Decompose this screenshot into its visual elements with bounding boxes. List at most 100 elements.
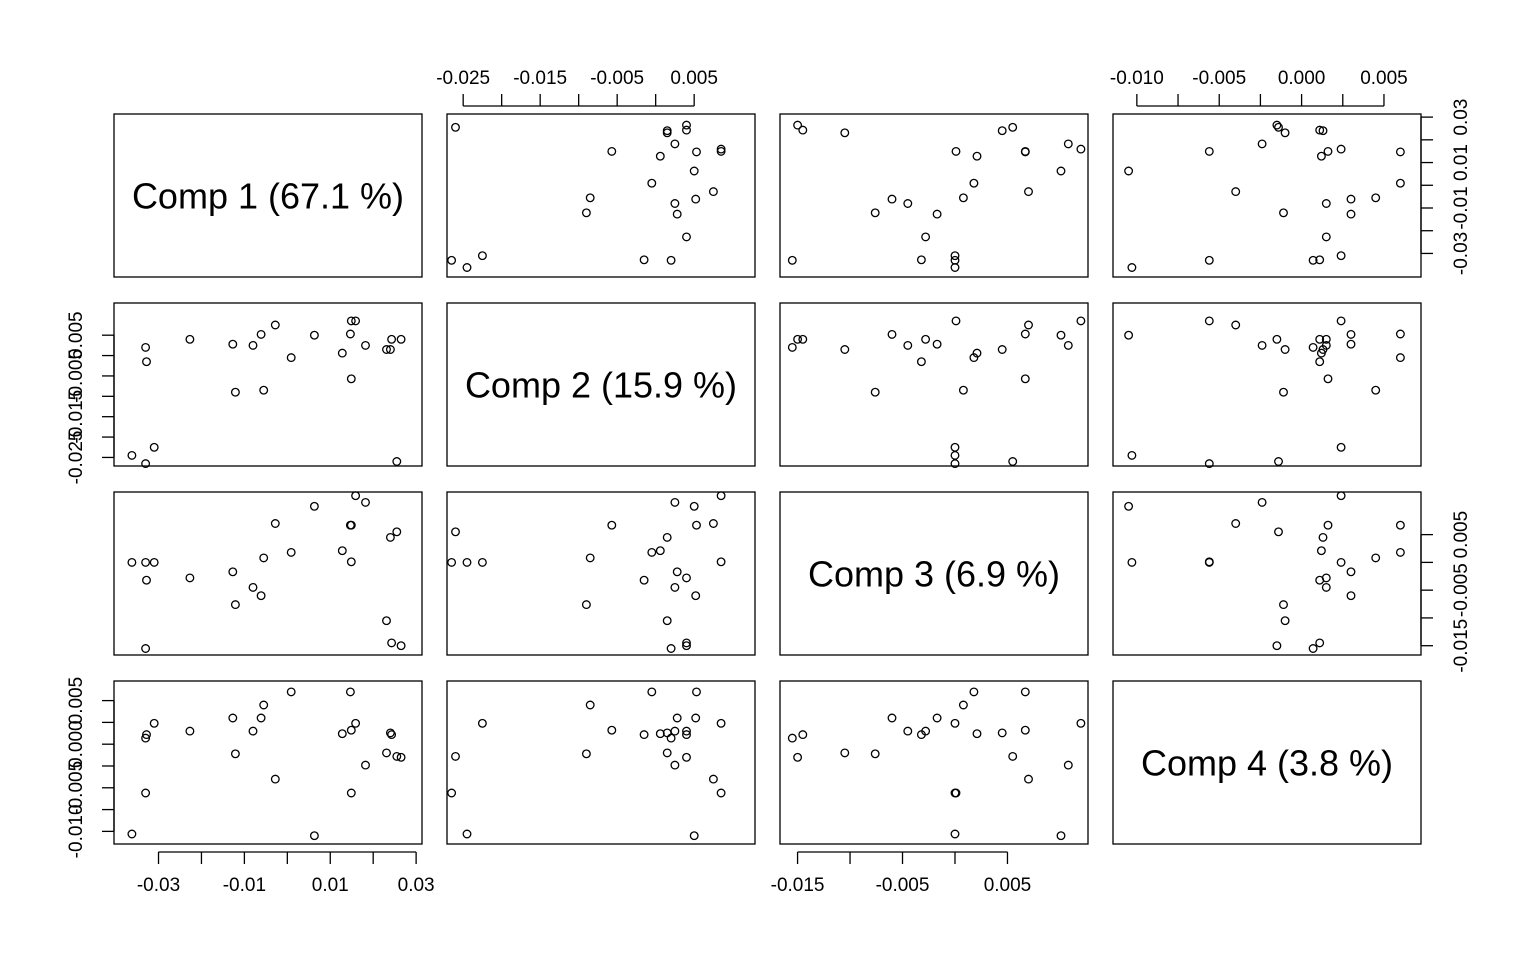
data-point	[1395, 353, 1405, 363]
data-point	[662, 126, 672, 136]
tick-label: -0.01	[1451, 186, 1472, 229]
data-point	[585, 193, 595, 203]
data-point	[708, 187, 718, 197]
data-point	[387, 334, 397, 344]
data-point	[672, 567, 682, 577]
panel-frame	[1112, 113, 1422, 278]
y-axis-right-1: -0.03 -0.01 0.01 0.03	[1420, 99, 1472, 275]
data-point	[1395, 178, 1405, 188]
data-point	[149, 718, 159, 728]
panel-1-1: Comp 1 (67.1 %)	[113, 113, 423, 278]
data-point	[462, 829, 472, 839]
data-point	[1336, 491, 1346, 501]
data-point	[270, 774, 280, 784]
data-point	[950, 459, 960, 469]
data-point	[141, 788, 151, 798]
data-point	[1323, 146, 1333, 156]
data-point	[1020, 146, 1030, 156]
data-point	[447, 788, 457, 798]
data-point	[716, 557, 726, 567]
tick-label: -0.005	[66, 761, 87, 815]
tick-label: -0.015	[66, 390, 87, 444]
data-point	[337, 546, 347, 556]
tick-label: 0.03	[1451, 99, 1472, 136]
tick-label: -0.025	[436, 68, 490, 89]
tick-label: -0.03	[137, 875, 180, 896]
data-point	[958, 385, 968, 395]
data-point	[969, 178, 979, 188]
tick-label: 0.000	[1278, 68, 1326, 89]
data-point	[607, 146, 617, 156]
data-point	[1316, 151, 1326, 161]
data-point	[1279, 208, 1288, 218]
data-point	[950, 255, 960, 265]
tick-label: -0.005	[1192, 68, 1246, 89]
data-point	[972, 348, 982, 358]
data-point	[1124, 166, 1134, 176]
panel-2-2: Comp 2 (15.9 %)	[446, 302, 756, 467]
data-point	[950, 442, 960, 452]
data-point	[1231, 320, 1241, 330]
data-point	[972, 151, 982, 161]
diagonal-label-3: Comp 3 (6.9 %)	[808, 554, 1060, 595]
data-point	[647, 178, 657, 188]
x-axis-top-4: -0.010 -0.005 0.000 0.005	[1110, 68, 1408, 107]
data-point	[387, 730, 397, 740]
data-point	[127, 829, 137, 839]
tick-label: -0.03	[1451, 232, 1472, 275]
data-point	[1076, 718, 1086, 728]
data-point	[1257, 340, 1267, 350]
data-point	[1024, 187, 1033, 197]
data-point	[1315, 638, 1325, 648]
data-point	[361, 760, 370, 770]
tick-label: 0.005	[66, 311, 87, 359]
data-point	[1204, 459, 1214, 469]
data-point	[666, 255, 676, 265]
data-point	[689, 831, 699, 841]
data-point	[1274, 122, 1283, 132]
data-point	[248, 726, 258, 736]
data-point	[228, 339, 238, 349]
tick-label: -0.005	[66, 349, 87, 403]
data-point	[682, 730, 691, 740]
data-point	[921, 232, 931, 242]
data-point	[716, 788, 726, 798]
data-point	[1395, 520, 1405, 530]
data-point	[351, 316, 361, 326]
data-point	[1371, 385, 1381, 395]
data-point	[142, 575, 151, 585]
data-point	[1323, 520, 1333, 530]
data-point	[392, 457, 402, 466]
data-point	[1308, 255, 1318, 265]
data-point	[1280, 345, 1290, 354]
data-point	[1315, 334, 1325, 344]
panel-frame	[779, 491, 1089, 656]
data-point	[1279, 600, 1288, 610]
data-point	[887, 194, 897, 204]
data-point	[185, 726, 195, 736]
data-point	[1272, 120, 1282, 130]
data-point	[1257, 497, 1267, 507]
data-point	[1315, 357, 1325, 367]
data-point	[337, 729, 347, 739]
panel-1-3	[779, 113, 1089, 278]
data-point	[286, 547, 296, 557]
data-point	[950, 263, 960, 272]
panel-frame	[779, 113, 1089, 278]
data-point	[969, 353, 979, 363]
data-point	[451, 122, 460, 132]
data-point	[1395, 147, 1405, 157]
data-point	[787, 342, 797, 352]
data-point	[870, 749, 880, 759]
data-point	[1336, 442, 1346, 452]
data-point	[950, 450, 960, 460]
tick-label: -0.010	[1110, 68, 1164, 89]
diagonal-label-1: Comp 1 (67.1 %)	[132, 176, 404, 217]
panel-3-3: Comp 3 (6.9 %)	[779, 491, 1089, 656]
panel-frame	[1112, 491, 1422, 656]
panel-3-4	[1112, 491, 1422, 656]
data-point	[387, 638, 397, 648]
data-point	[462, 557, 472, 567]
